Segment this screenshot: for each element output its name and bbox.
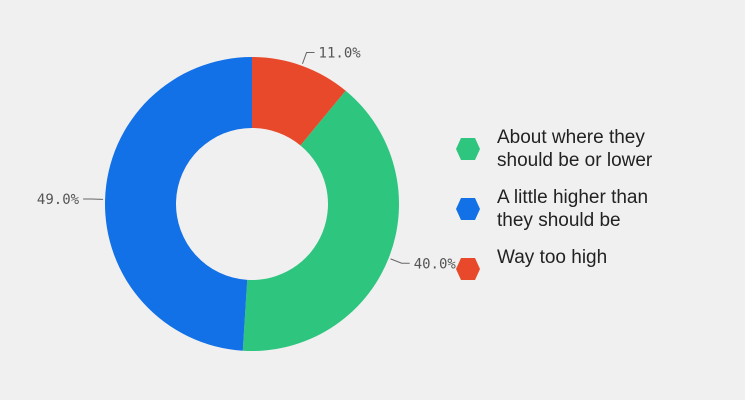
label-leader-line xyxy=(390,258,410,264)
legend-marker-shape xyxy=(456,258,480,280)
legend-label: A little higher than they should be xyxy=(497,187,649,231)
legend-marker-shape xyxy=(456,198,480,220)
hexagon-icon xyxy=(456,258,480,280)
label-leaders xyxy=(83,52,410,264)
legend-item: Way too high xyxy=(455,246,735,281)
slice-value-label: 40.0% xyxy=(414,256,457,272)
label-leader-line xyxy=(302,52,315,64)
legend-item: A little higher than they should be xyxy=(455,186,735,232)
value-labels: 11.0% 40.0% 49.0% xyxy=(37,46,456,273)
legend-item: About where they should be or lower xyxy=(455,126,735,172)
slice-value-label: 11.0% xyxy=(319,46,362,62)
hexagon-icon xyxy=(456,198,480,220)
hexagon-icon xyxy=(456,138,480,160)
donut-slice xyxy=(252,57,346,146)
donut-slices xyxy=(105,57,399,351)
legend-label: Way too high xyxy=(497,247,608,268)
legend-label: About where they should be or lower xyxy=(497,127,653,171)
legend-marker-shape xyxy=(456,138,480,160)
slice-value-label: 49.0% xyxy=(37,192,80,208)
legend: About where they should be or lower A li… xyxy=(455,126,735,295)
donut-slice xyxy=(105,57,252,351)
donut-slice xyxy=(242,90,399,351)
